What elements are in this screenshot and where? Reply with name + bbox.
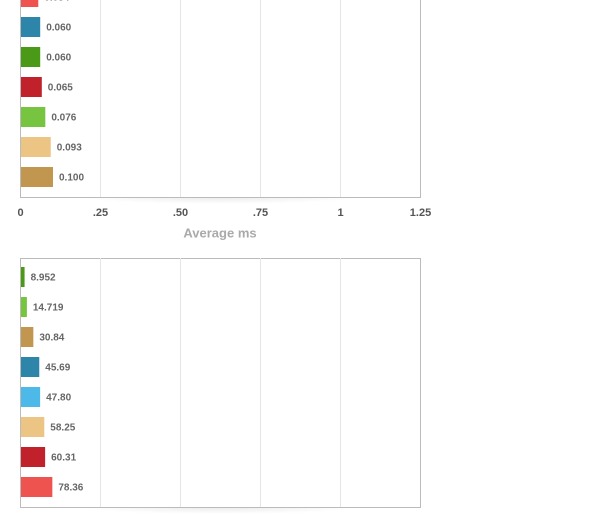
value-label: 47.80 xyxy=(46,393,71,404)
x-tick-label: 1 xyxy=(337,207,343,219)
value-label: 45.69 xyxy=(45,363,70,374)
x-tick-label: .75 xyxy=(253,207,268,219)
value-label: 8.952 xyxy=(31,273,56,284)
bar xyxy=(21,447,46,467)
bar xyxy=(21,357,40,377)
bar xyxy=(21,477,53,497)
bar xyxy=(21,417,45,437)
value-label: 0.054 xyxy=(44,0,69,4)
bar xyxy=(21,0,39,7)
plot-area xyxy=(20,0,421,198)
value-label: 58.25 xyxy=(50,423,75,434)
value-label: 0.060 xyxy=(46,23,71,34)
shadow xyxy=(80,197,360,211)
x-tick-label: 1.25 xyxy=(410,207,431,219)
x-tick-label: .50 xyxy=(173,207,188,219)
plot-area xyxy=(20,258,421,508)
shadow xyxy=(80,507,360,516)
value-label: 0.065 xyxy=(48,83,73,94)
bar xyxy=(21,167,53,187)
value-label: 78.36 xyxy=(58,483,83,494)
x-tick-label: 0 xyxy=(17,207,23,219)
bar xyxy=(21,17,41,37)
x-tick-label: .25 xyxy=(93,207,108,219)
value-label: 14.719 xyxy=(33,303,64,314)
value-label: 30.84 xyxy=(39,333,64,344)
bar xyxy=(21,107,46,127)
bar xyxy=(21,47,41,67)
bar xyxy=(21,267,25,287)
bar xyxy=(21,137,51,157)
bar xyxy=(21,77,42,97)
bar xyxy=(21,297,27,317)
value-label: 0.076 xyxy=(51,113,76,124)
bar xyxy=(21,387,41,407)
value-label: 0.100 xyxy=(59,173,84,184)
value-label: 0.060 xyxy=(46,53,71,64)
value-label: 60.31 xyxy=(51,453,76,464)
value-label: 0.093 xyxy=(57,143,82,154)
bar xyxy=(21,327,34,347)
x-axis-title: Average ms xyxy=(183,225,256,240)
